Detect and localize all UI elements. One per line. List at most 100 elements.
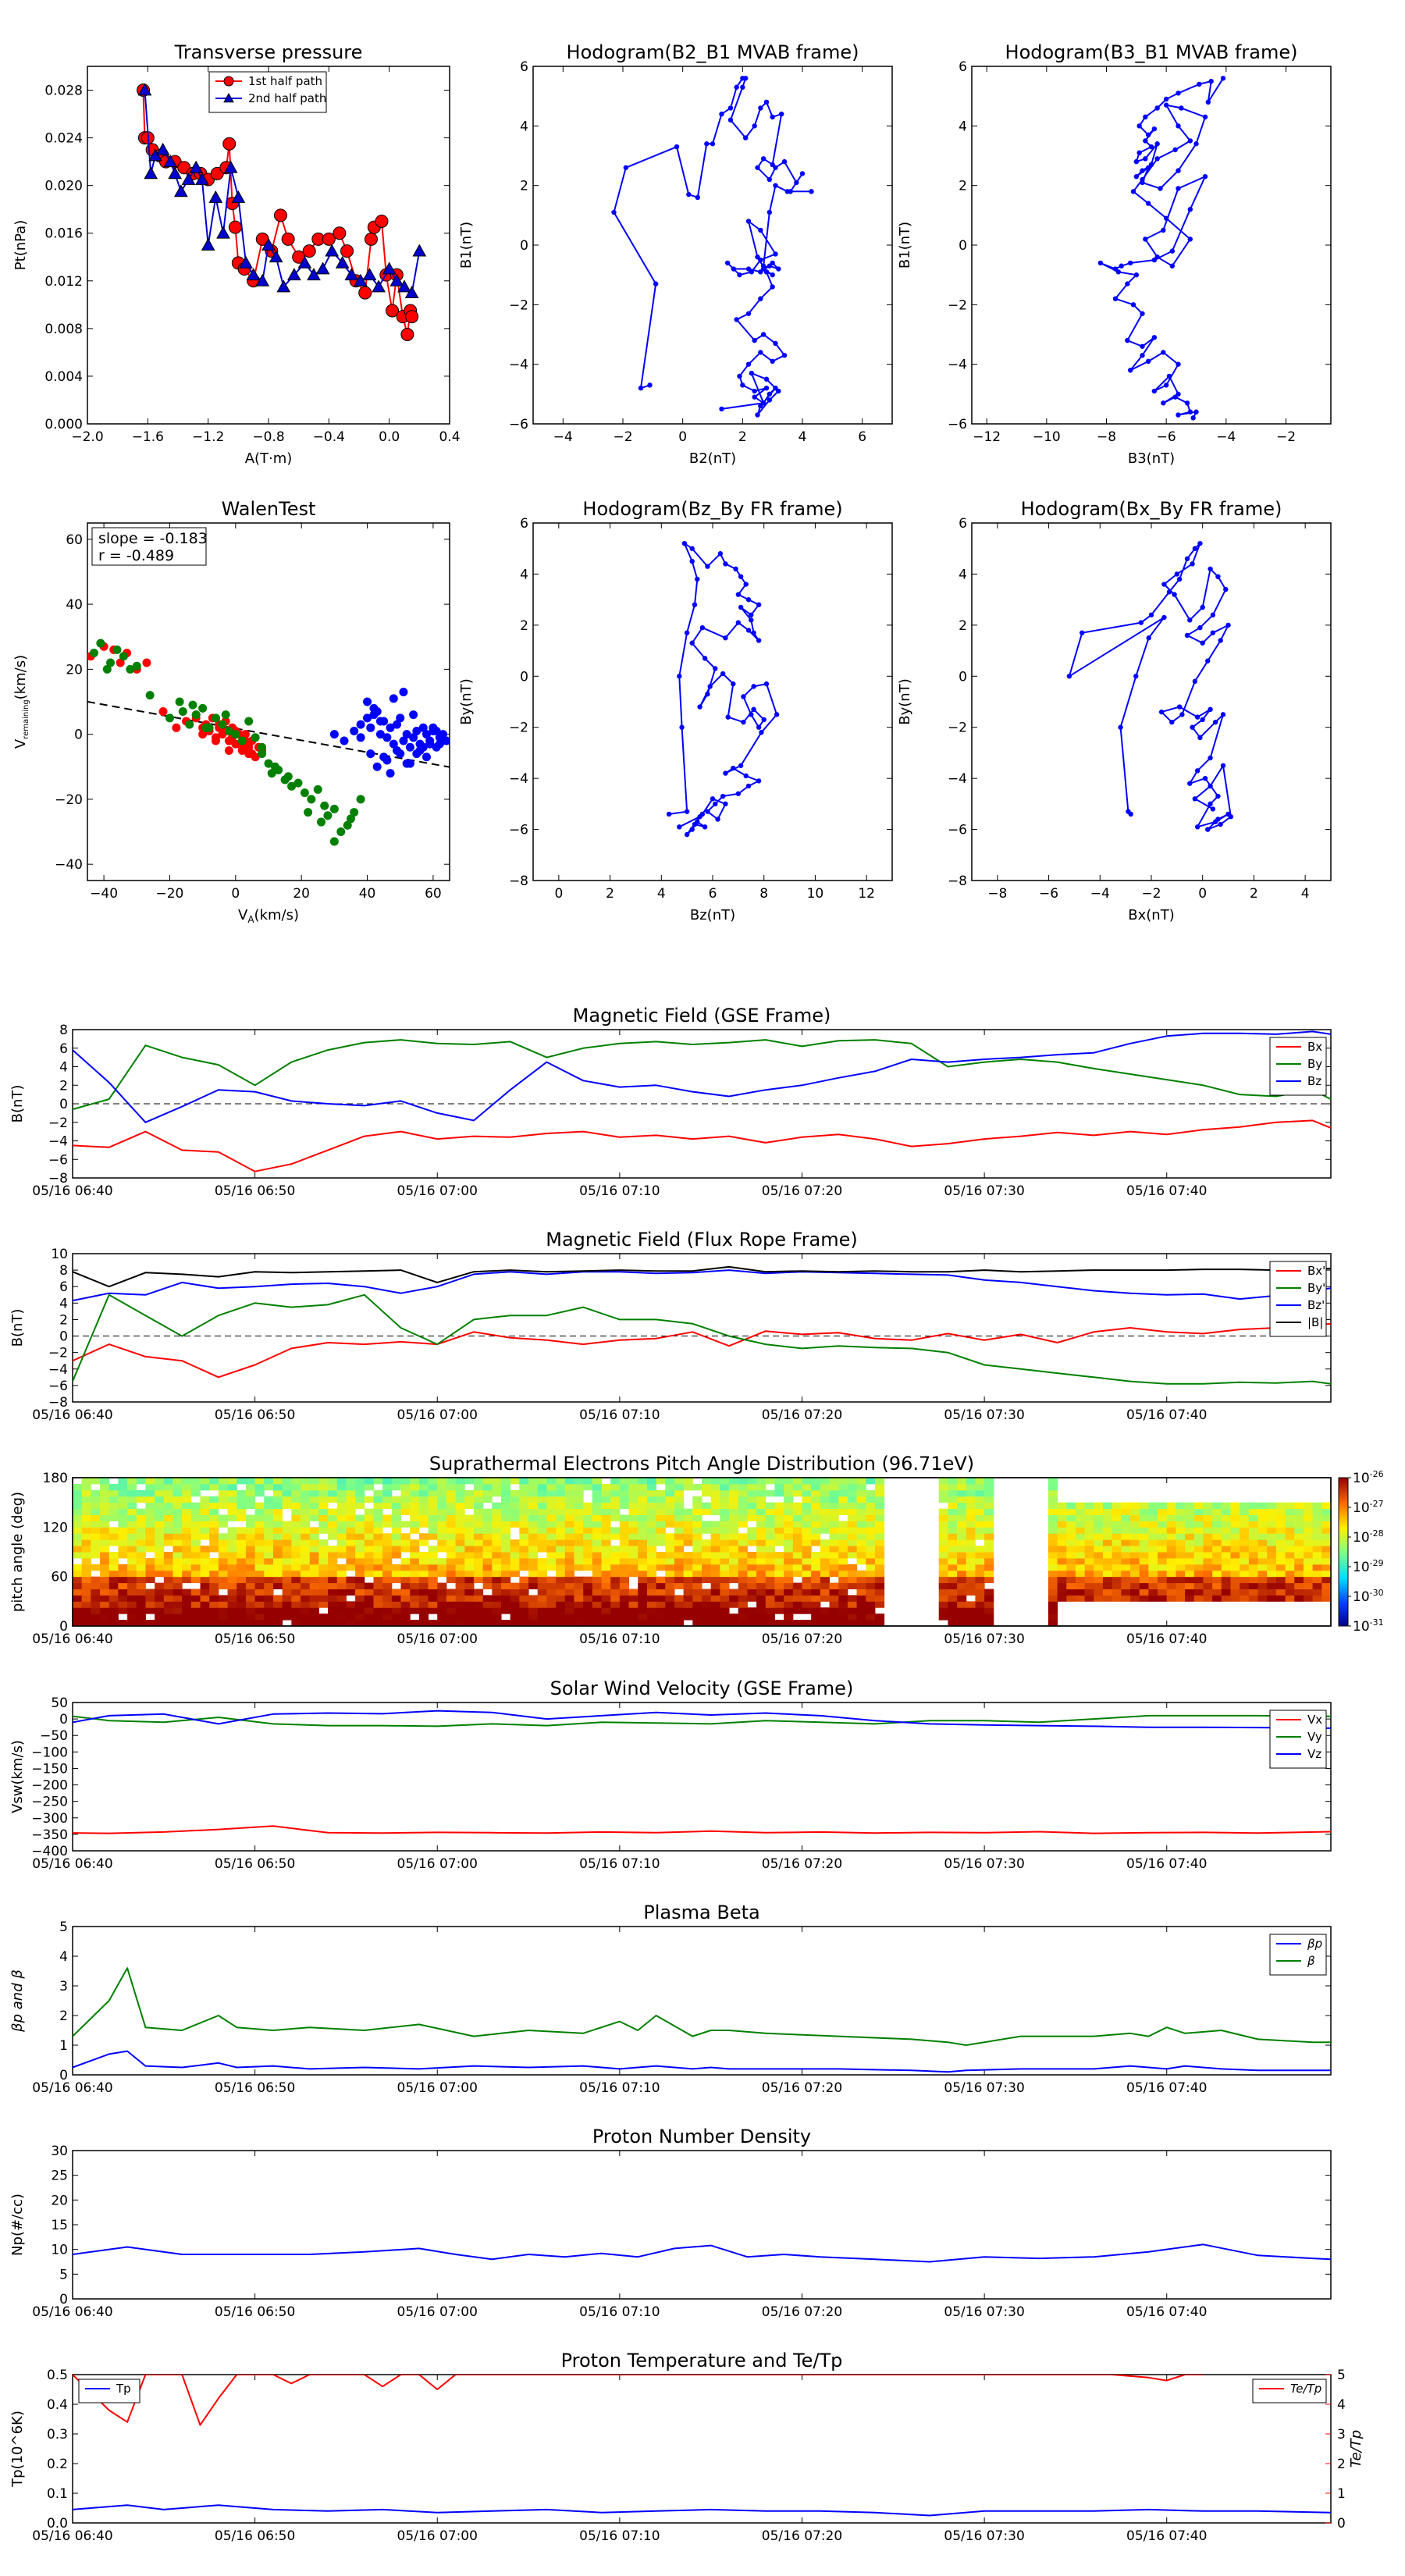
data-point (343, 820, 352, 830)
heatmap-cell (738, 1576, 748, 1584)
heatmap-cell (328, 1521, 338, 1528)
heatmap-cell (1203, 1557, 1213, 1565)
heatmap-cell (291, 1614, 301, 1621)
heatmap-cell (1102, 1570, 1113, 1578)
heatmap-cell (1275, 1546, 1286, 1553)
heatmap-cell (254, 1483, 265, 1491)
heatmap-cell (628, 1607, 638, 1614)
heatmap-cell (73, 1607, 83, 1614)
heatmap-cell (702, 1589, 712, 1596)
heatmap-cell (738, 1564, 748, 1571)
heatmap-cell (400, 1570, 411, 1578)
heatmap-cell (1084, 1570, 1094, 1578)
heatmap-cell (710, 1478, 720, 1485)
heatmap-cell (245, 1539, 256, 1546)
heatmap-cell (264, 1564, 274, 1571)
heatmap-cell (601, 1557, 611, 1565)
heatmap-cell (1203, 1546, 1213, 1553)
heatmap-cell (81, 1496, 91, 1503)
heatmap-cell (820, 1557, 831, 1565)
heatmap-cell (1166, 1582, 1176, 1589)
heatmap-cell (665, 1546, 675, 1553)
heatmap-cell (1166, 1589, 1176, 1596)
data-point (710, 141, 716, 147)
heatmap-cell (957, 1546, 967, 1553)
marker-point (216, 226, 230, 239)
heatmap-cell (784, 1483, 794, 1491)
colorbar-label: 10-29 (1353, 1558, 1384, 1575)
chart-title: WalenTest (222, 498, 316, 520)
heatmap-cell (400, 1496, 411, 1503)
heatmap-cell (190, 1620, 201, 1626)
heatmap-cell (464, 1546, 475, 1553)
heatmap-cell (847, 1539, 858, 1546)
heatmap-cell (1094, 1552, 1104, 1559)
heatmap-cell (1148, 1533, 1158, 1540)
heatmap-cell (218, 1483, 229, 1491)
heatmap-cell (455, 1620, 465, 1626)
heatmap-cell (446, 1595, 457, 1602)
heatmap-cell (574, 1557, 584, 1565)
heatmap-cell (391, 1620, 402, 1626)
heatmap-cell (829, 1502, 839, 1510)
heatmap-cell (583, 1533, 593, 1540)
heatmap-cell (136, 1508, 146, 1515)
heatmap-cell (373, 1521, 383, 1528)
heatmap-cell (537, 1508, 547, 1515)
marker-point (255, 273, 270, 286)
heatmap-cell (646, 1521, 657, 1528)
heatmap-cell (656, 1576, 666, 1584)
data-point (741, 694, 746, 699)
marker-point (228, 220, 242, 234)
data-point (697, 814, 702, 820)
heatmap-cell (729, 1595, 739, 1602)
heatmap-cell (592, 1614, 603, 1621)
heatmap-cell (1248, 1502, 1259, 1510)
heatmap-cell (301, 1521, 311, 1528)
heatmap-cell (820, 1527, 831, 1534)
heatmap-cell (710, 1552, 720, 1559)
data-point (1205, 658, 1211, 664)
y-tick-label: 50 (51, 1695, 68, 1711)
heatmap-cell (774, 1478, 784, 1485)
heatmap-cell (428, 1582, 438, 1589)
data-point (723, 561, 728, 567)
heatmap-cell (127, 1514, 137, 1521)
heatmap-cell (866, 1564, 876, 1571)
plot-area (73, 2243, 1331, 2263)
y-tick-label: −8 (48, 1171, 68, 1187)
heatmap-cell (984, 1521, 994, 1528)
plot-area (73, 1030, 1331, 1172)
heatmap-cell (100, 1607, 110, 1614)
heatmap-cell (190, 1576, 201, 1584)
heatmap-cell (1166, 1557, 1176, 1565)
heatmap-cell (1075, 1570, 1086, 1578)
data-point (396, 713, 405, 723)
heatmap-cell (665, 1514, 675, 1521)
data-point (1172, 394, 1178, 400)
y-tick-label: −4 (509, 358, 528, 373)
heatmap-cell (173, 1539, 183, 1546)
heatmap-cell (674, 1483, 685, 1491)
heatmap-cell (1139, 1557, 1149, 1565)
heatmap-cell (1257, 1514, 1268, 1521)
heatmap-cell (1257, 1582, 1268, 1589)
x-tick-label: −12 (973, 429, 1001, 445)
series-line (73, 1825, 1331, 1834)
heatmap-cell (583, 1539, 593, 1546)
heatmap-cell (373, 1614, 383, 1621)
heatmap-cell (173, 1533, 183, 1540)
heatmap-cell (938, 1514, 948, 1521)
data-point (1169, 263, 1176, 269)
x-tick-label: 05/16 07:00 (397, 1407, 478, 1423)
heatmap-cell (683, 1595, 693, 1602)
heatmap-cell (336, 1539, 347, 1546)
heatmap-cell (702, 1502, 712, 1510)
heatmap-cell (1240, 1539, 1250, 1546)
heatmap-cell (1166, 1546, 1176, 1553)
data-point (781, 353, 788, 358)
y-tick-label: 0 (74, 728, 83, 743)
heatmap-cell (209, 1595, 219, 1602)
heatmap-cell (100, 1483, 110, 1491)
heatmap-cell (81, 1533, 91, 1540)
